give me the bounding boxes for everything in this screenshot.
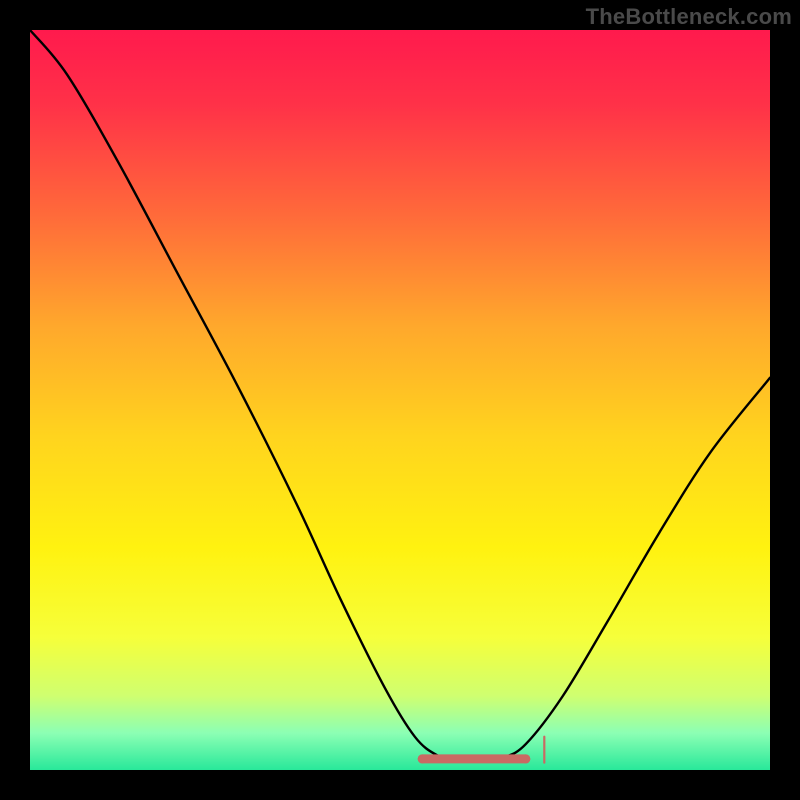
- bottleneck-curve-chart: [0, 0, 800, 800]
- chart-frame: TheBottleneck.com: [0, 0, 800, 800]
- watermark-text: TheBottleneck.com: [586, 4, 792, 30]
- plot-background: [30, 30, 770, 770]
